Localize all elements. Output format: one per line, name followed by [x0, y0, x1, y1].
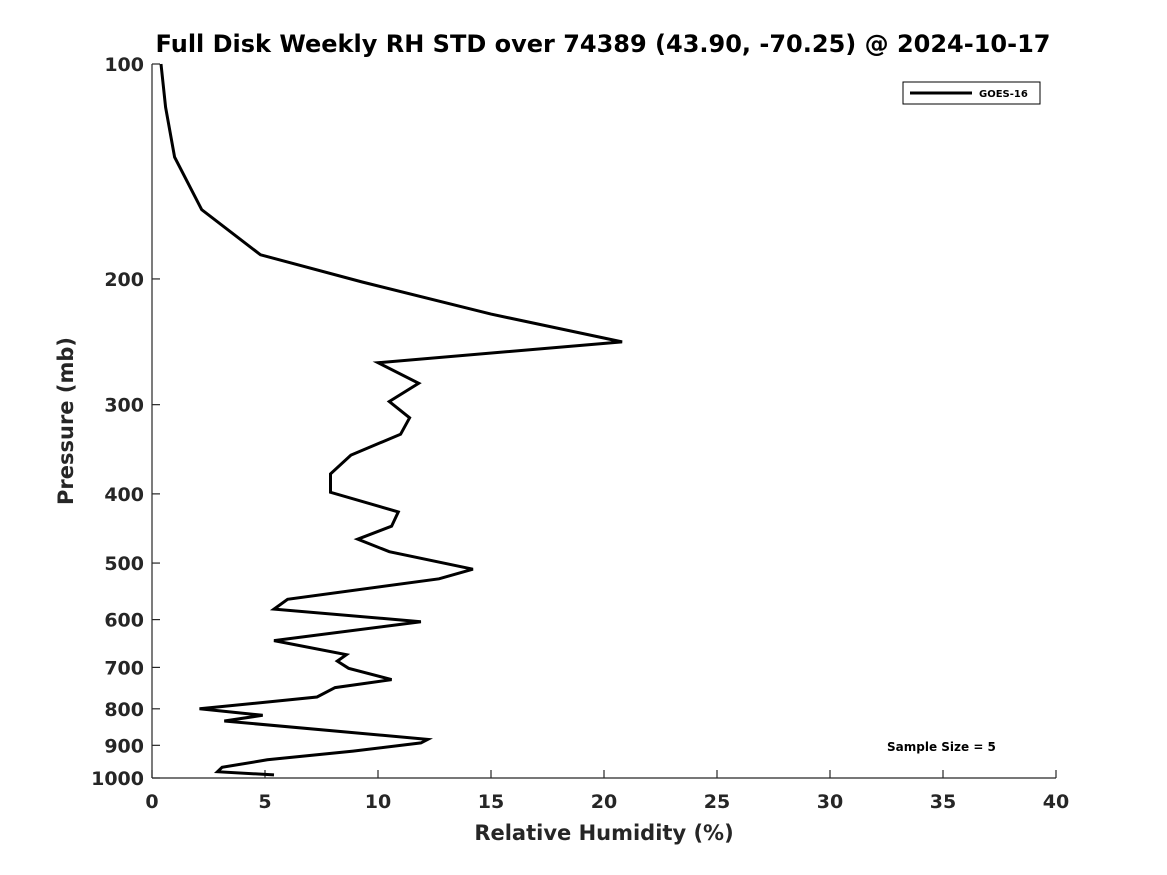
legend-entry-goes-16: GOES-16: [979, 89, 1028, 100]
x-axis-ticks: 0 5 10 15 20 25 30 35 40: [145, 770, 1069, 813]
x-tick-label: 25: [704, 791, 730, 813]
y-tick-label: 100: [104, 54, 144, 76]
x-tick-label: 35: [930, 791, 956, 813]
x-tick-label: 5: [258, 791, 271, 813]
series-line-goes-16: [159, 63, 623, 777]
sample-size-annotation: Sample Size = 5: [887, 740, 996, 754]
x-tick-label: 30: [817, 791, 843, 813]
x-tick-label: 0: [145, 791, 158, 813]
y-tick-label: 600: [104, 610, 144, 632]
x-tick-label: 20: [591, 791, 617, 813]
x-axis-label: Relative Humidity (%): [474, 821, 733, 845]
series-layer: [159, 63, 623, 777]
y-tick-label: 300: [104, 395, 144, 417]
x-tick-label: 15: [478, 791, 504, 813]
y-tick-label: 200: [104, 269, 144, 291]
legend: GOES-16: [902, 81, 1041, 105]
y-tick-label: 700: [104, 657, 144, 679]
y-axis-label: Pressure (mb): [54, 337, 78, 505]
chart-title: Full Disk Weekly RH STD over 74389 (43.9…: [156, 30, 1051, 58]
y-tick-label: 500: [104, 553, 144, 575]
y-tick-label: 400: [104, 484, 144, 506]
y-axis-ticks: 100 200 300 400 500 600 700 800 900 1000: [91, 54, 160, 790]
y-tick-label: 800: [104, 699, 144, 721]
x-tick-label: 10: [365, 791, 391, 813]
x-tick-label: 40: [1043, 791, 1069, 813]
y-tick-label: 1000: [91, 768, 144, 790]
y-tick-label: 900: [104, 735, 144, 757]
